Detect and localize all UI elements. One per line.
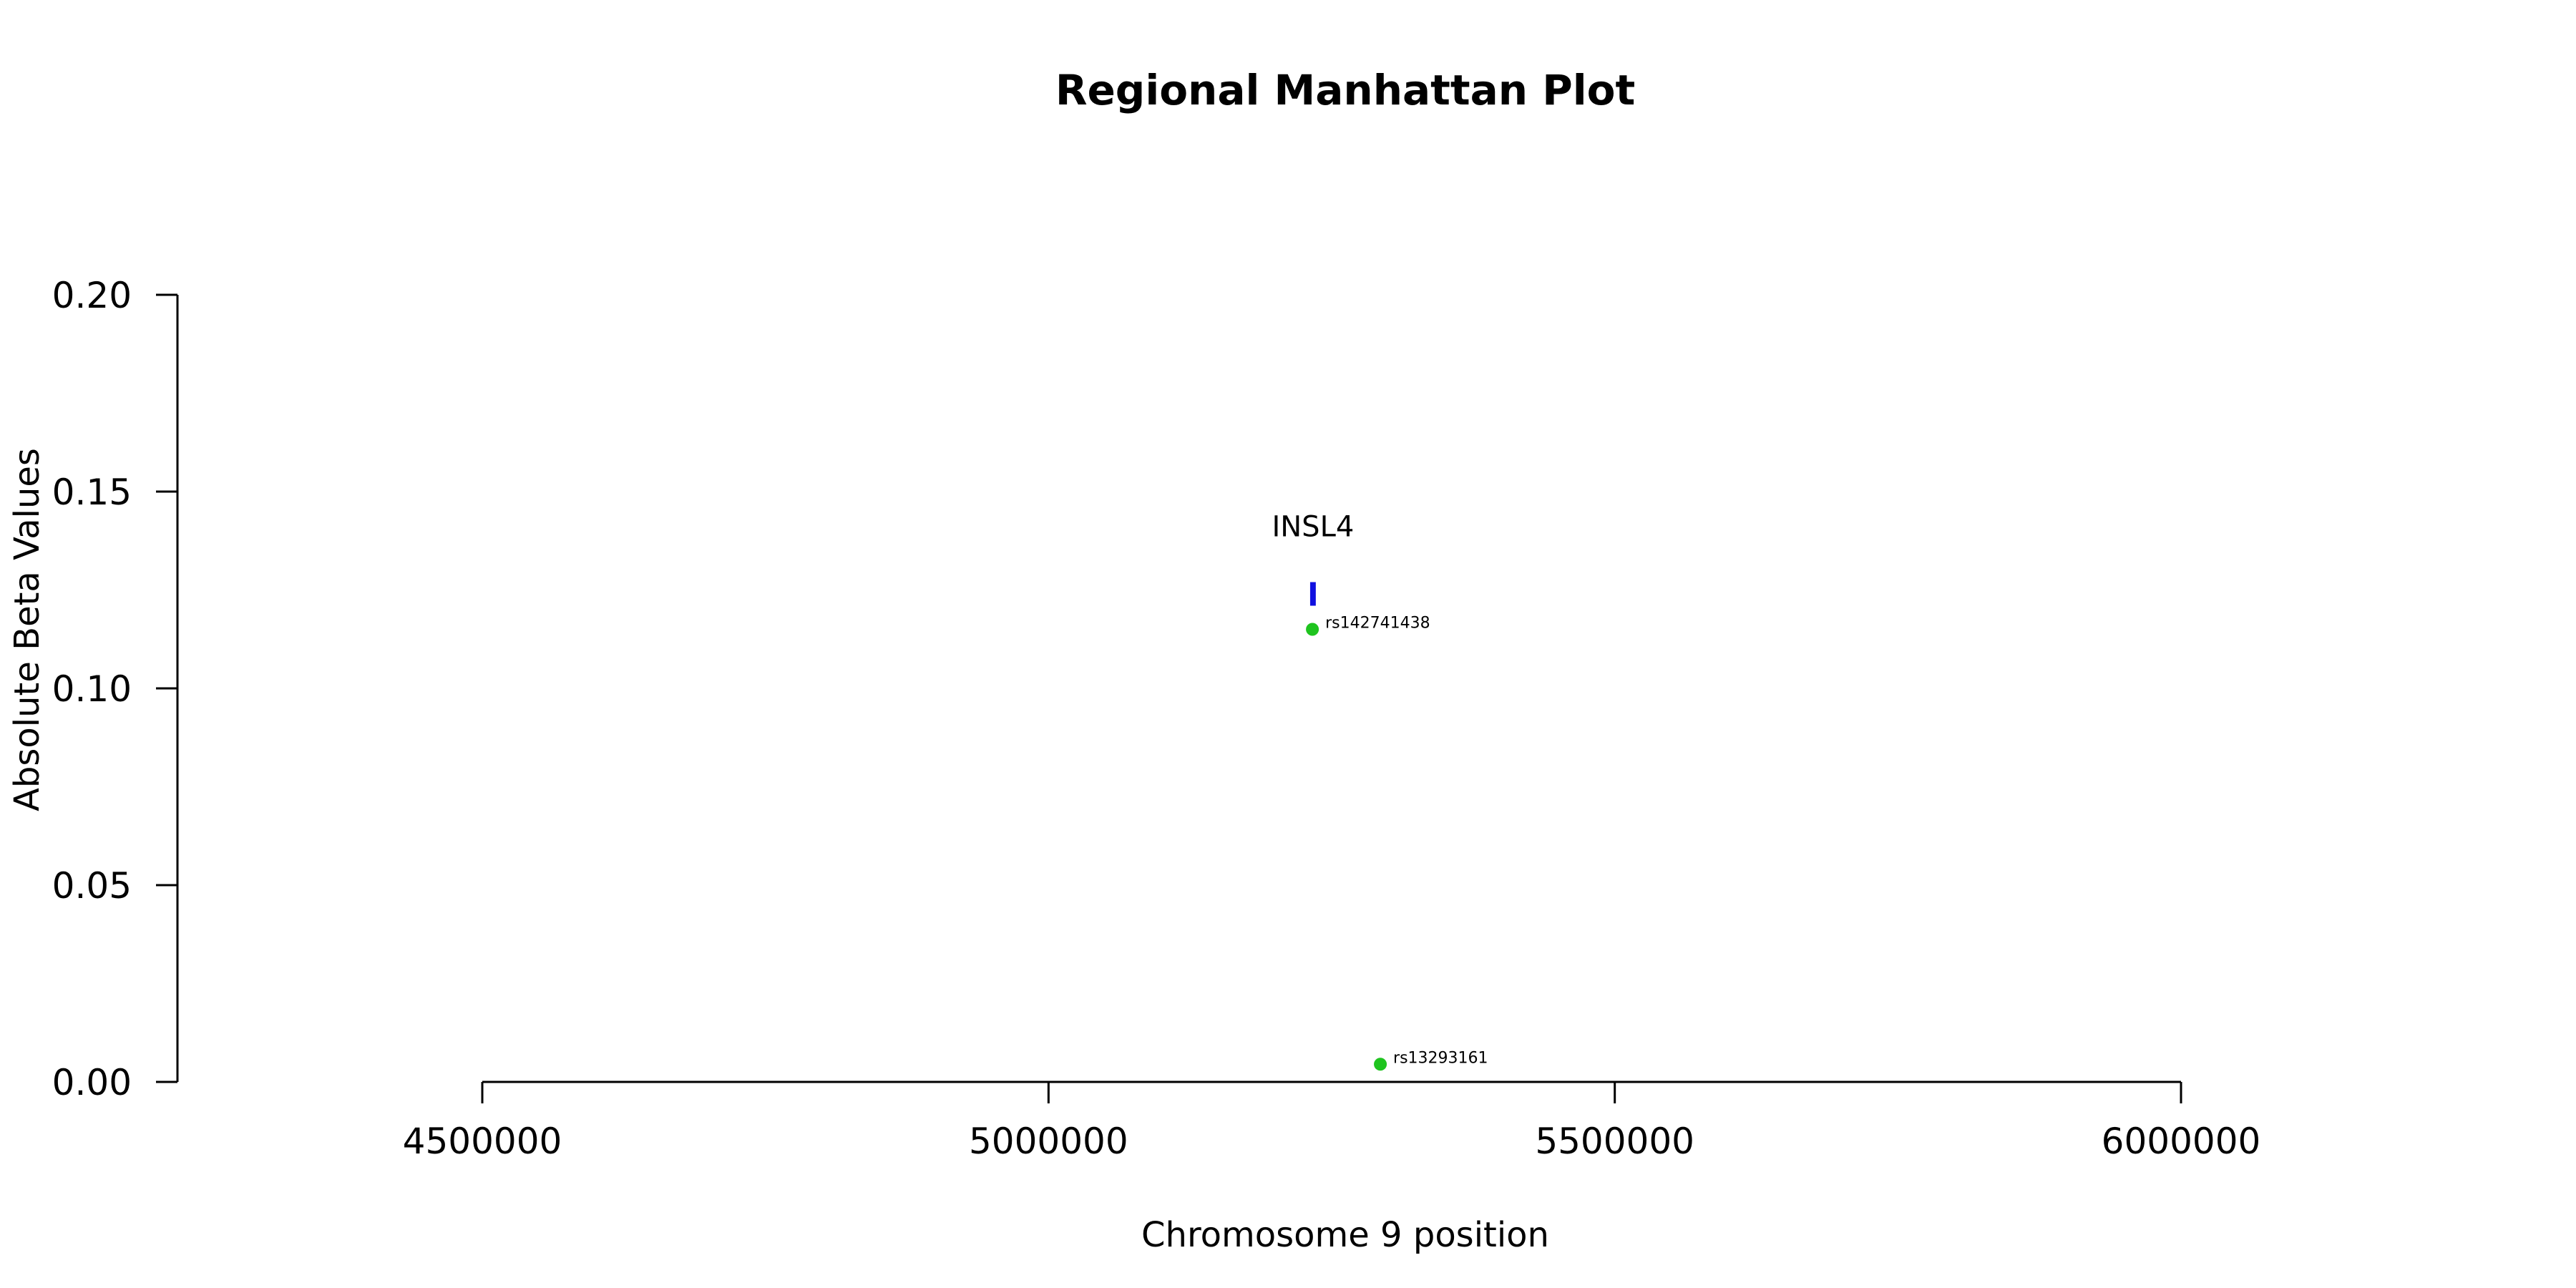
y-tick-label: 0.05 xyxy=(52,865,132,907)
y-tick-label: 0.20 xyxy=(52,275,132,316)
x-axis-ticks: 4500000 5000000 5500000 6000000 xyxy=(403,1082,2261,1162)
snp-point xyxy=(1306,623,1319,636)
snp-label: rs142741438 xyxy=(1325,615,1430,633)
y-tick-label: 0.15 xyxy=(52,472,132,513)
snp-point xyxy=(1374,1058,1387,1071)
gene-markers: INSL4 xyxy=(1272,511,1354,606)
gene-label: INSL4 xyxy=(1272,511,1354,544)
x-tick-label: 6000000 xyxy=(2102,1121,2261,1162)
y-tick-label: 0.10 xyxy=(52,668,132,710)
snp-label: rs13293161 xyxy=(1393,1049,1488,1067)
gene-marker xyxy=(1309,582,1316,606)
x-axis-label: Chromosome 9 position xyxy=(1141,1215,1549,1255)
y-axis-label: Absolute Beta Values xyxy=(7,448,47,811)
x-tick-label: 5500000 xyxy=(1535,1121,1694,1162)
x-tick-label: 4500000 xyxy=(403,1121,562,1162)
y-axis-ticks: 0.00 0.05 0.10 0.15 0.20 xyxy=(52,275,177,1103)
y-tick-label: 0.00 xyxy=(52,1062,132,1103)
snp-points: rs142741438 rs13293161 xyxy=(1306,615,1488,1071)
chart-title: Regional Manhattan Plot xyxy=(1055,66,1635,114)
x-tick-label: 5000000 xyxy=(969,1121,1128,1162)
